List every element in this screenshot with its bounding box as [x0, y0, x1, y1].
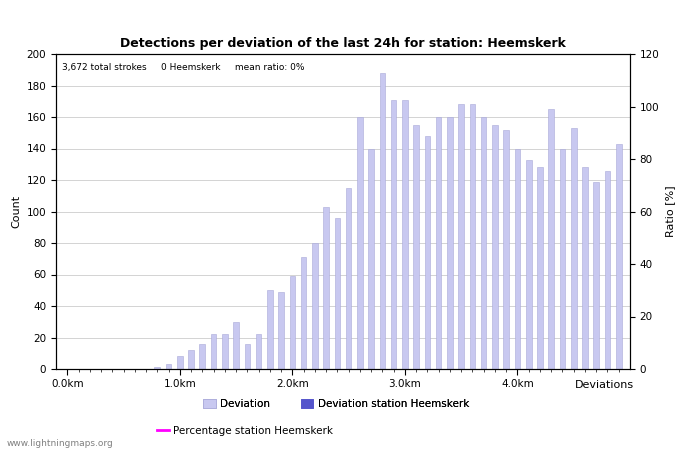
Legend: Deviation, Deviation station Heemskerk: Deviation, Deviation station Heemskerk [199, 395, 473, 413]
Bar [582, 167, 588, 369]
Bar [425, 136, 430, 369]
Bar [560, 148, 566, 369]
Bar [594, 182, 599, 369]
Bar [605, 171, 610, 369]
Y-axis label: Ratio [%]: Ratio [%] [665, 186, 675, 237]
Bar [379, 73, 385, 369]
Bar [301, 257, 307, 369]
Bar [346, 188, 351, 369]
Text: www.lightningmaps.org: www.lightningmaps.org [7, 439, 113, 448]
Bar [526, 160, 531, 369]
Bar [357, 117, 363, 369]
Bar [188, 350, 194, 369]
Bar [290, 276, 295, 369]
Bar [222, 334, 228, 369]
Bar [413, 125, 419, 369]
Bar [514, 148, 520, 369]
Bar [211, 334, 216, 369]
Bar [503, 130, 509, 369]
Bar [312, 243, 318, 369]
Legend: Percentage station Heemskerk: Percentage station Heemskerk [153, 422, 337, 440]
Y-axis label: Count: Count [11, 195, 21, 228]
Bar [548, 109, 554, 369]
Bar [402, 100, 407, 369]
Bar [481, 117, 486, 369]
Bar [335, 218, 340, 369]
Text: 3,672 total strokes     0 Heemskerk     mean ratio: 0%: 3,672 total strokes 0 Heemskerk mean rat… [62, 63, 304, 72]
Bar [447, 117, 453, 369]
Bar [323, 207, 329, 369]
Bar [199, 344, 205, 369]
Bar [470, 104, 475, 369]
Bar [166, 364, 172, 369]
Bar [155, 367, 160, 369]
Bar [458, 104, 464, 369]
Title: Detections per deviation of the last 24h for station: Heemskerk: Detections per deviation of the last 24h… [120, 37, 566, 50]
Bar [279, 292, 284, 369]
Bar [492, 125, 498, 369]
Bar [244, 344, 250, 369]
Bar [436, 117, 442, 369]
Bar [537, 167, 542, 369]
Bar [233, 322, 239, 369]
Bar [571, 128, 577, 369]
Text: Deviations: Deviations [575, 380, 634, 390]
Bar [177, 356, 183, 369]
Bar [368, 148, 374, 369]
Bar [616, 144, 622, 369]
Bar [267, 290, 273, 369]
Bar [391, 100, 396, 369]
Bar [256, 334, 261, 369]
